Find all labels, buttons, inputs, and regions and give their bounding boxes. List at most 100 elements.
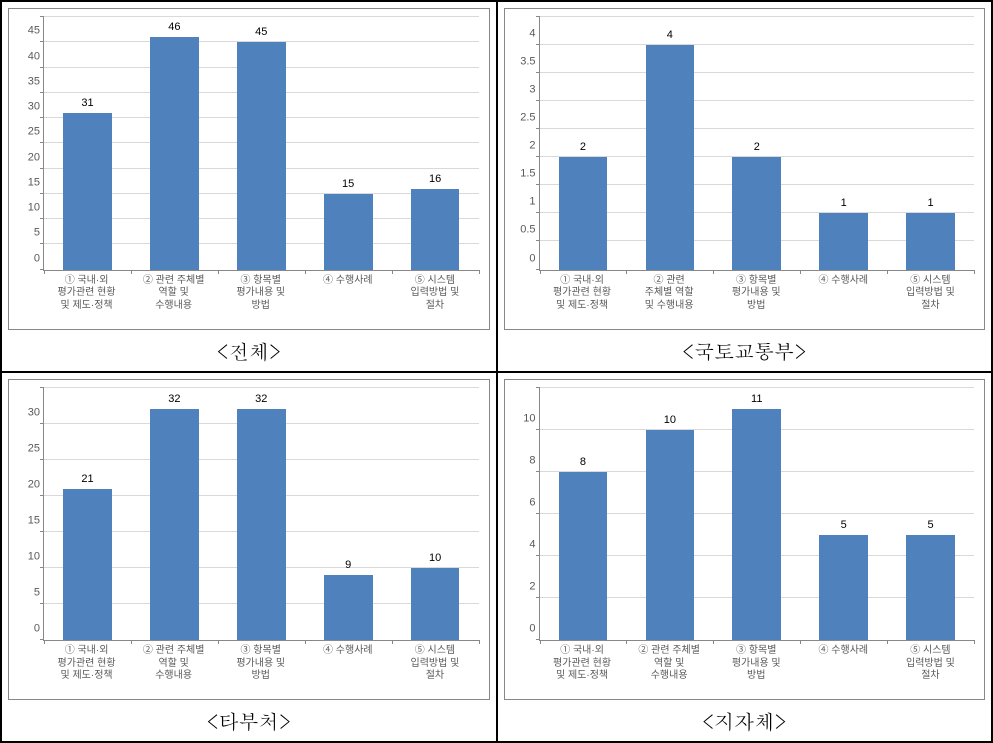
chart-grid: 051015202530354045503146451516① 국내·외 평가관… (0, 0, 993, 743)
bar: 11 (732, 409, 781, 640)
bar: 45 (237, 42, 286, 269)
x-tick-mark (479, 270, 480, 274)
y-tick-label: 20 (12, 152, 40, 163)
y-tick-label: 5 (12, 228, 40, 239)
x-labels: ① 국내·외 평가관련 현황 및 제도·정책② 관련 주체별 역할 및 수행내용… (43, 273, 479, 327)
x-label: ① 국내·외 평가관련 현황 및 제도·정책 (43, 643, 130, 697)
x-tick-mark (974, 640, 975, 644)
bars-container: 24211 (540, 17, 975, 270)
y-tick-label: 1 (508, 197, 536, 208)
y-tick-label: 2 (508, 581, 536, 592)
bar-slot: 21 (44, 388, 131, 641)
x-label: ⑤ 시스템 입력방법 및 절차 (391, 643, 478, 697)
x-label: ① 국내·외 평가관련 현황 및 제도·정책 (43, 273, 130, 327)
bar-value-label: 31 (81, 97, 93, 109)
cell-local: 0246810128101155① 국내·외 평가관련 현황 및 제도·정책② … (497, 372, 993, 743)
bar-slot: 2 (713, 17, 800, 270)
cell-molit: 00.511.522.533.544.524211① 국내·외 평가관련 현황 … (497, 1, 993, 372)
bar-slot: 10 (626, 388, 713, 641)
chart-all: 051015202530354045503146451516① 국내·외 평가관… (8, 8, 490, 330)
y-tick-label: 0 (12, 253, 40, 264)
y-tick-label: 15 (12, 177, 40, 188)
bar: 10 (411, 568, 460, 640)
x-label: ⑤ 시스템 입력방법 및 절차 (391, 273, 478, 327)
bar-slot: 9 (305, 388, 392, 641)
y-tick-label: 0.5 (508, 225, 536, 236)
x-labels: ① 국내·외 평가관련 현황 및 제도·정책② 관련 주체별 역할 및 수행내용… (43, 643, 479, 697)
bars-container: 213232910 (44, 388, 479, 641)
bar-slot: 31 (44, 17, 131, 270)
y-tick-label: 1.5 (508, 169, 536, 180)
bar: 4 (646, 45, 695, 269)
y-tick-label: 30 (12, 407, 40, 418)
y-tick-label: 0 (508, 624, 536, 635)
y-tick-label: 4.5 (508, 8, 536, 12)
y-tick-label: 25 (12, 443, 40, 454)
bar-value-label: 15 (342, 178, 354, 190)
y-tick-label: 10 (12, 203, 40, 214)
y-tick-label: 4 (508, 539, 536, 550)
bar-slot: 1 (800, 17, 887, 270)
bar: 1 (819, 213, 868, 269)
y-tick-label: 8 (508, 455, 536, 466)
x-label: ③ 항목별 평가내용 및 방법 (713, 273, 800, 327)
x-labels: ① 국내·외 평가관련 현황 및 제도·정책② 관련 주체별 역할 및 수행내용… (539, 643, 975, 697)
bar-value-label: 46 (168, 21, 180, 33)
bar: 15 (324, 194, 373, 270)
bar-value-label: 4 (667, 29, 673, 41)
bar-slot: 46 (131, 17, 218, 270)
bar-slot: 16 (392, 17, 479, 270)
cell-other: 05101520253035213232910① 국내·외 평가관련 현황 및 … (1, 372, 497, 743)
y-tick-label: 0 (12, 624, 40, 635)
bar-slot: 8 (540, 388, 627, 641)
x-tick-mark (479, 640, 480, 644)
bar: 32 (150, 409, 199, 640)
y-tick-label: 10 (508, 413, 536, 424)
y-tick-label: 12 (508, 379, 536, 383)
bar-slot: 32 (131, 388, 218, 641)
y-tick-label: 35 (12, 379, 40, 383)
bar-slot: 2 (540, 17, 627, 270)
bar: 2 (732, 157, 781, 269)
x-label: ④ 수행사례 (304, 643, 391, 697)
y-tick-label: 15 (12, 515, 40, 526)
bar-value-label: 10 (664, 414, 676, 426)
x-label: ② 관련 주체별 역할 및 수행내용 (130, 273, 217, 327)
bar-slot: 1 (887, 17, 974, 270)
bar-value-label: 9 (345, 559, 351, 571)
y-tick-label: 50 (12, 8, 40, 12)
caption-molit: <국토교통부> (504, 330, 986, 369)
bar-value-label: 2 (754, 141, 760, 153)
bar: 8 (559, 472, 608, 640)
y-tick-label: 35 (12, 76, 40, 87)
chart-molit: 00.511.522.533.544.524211① 국내·외 평가관련 현황 … (504, 8, 986, 330)
y-tick-label: 6 (508, 497, 536, 508)
y-tick-label: 45 (12, 26, 40, 37)
plot-area: 051015202530354045503146451516 (43, 17, 479, 271)
bar-value-label: 1 (928, 197, 934, 209)
bar-value-label: 32 (168, 393, 180, 405)
x-label: ③ 항목별 평가내용 및 방법 (217, 273, 304, 327)
x-label: ⑤ 시스템 입력방법 및 절차 (887, 273, 974, 327)
y-tick-label: 20 (12, 479, 40, 490)
bar-value-label: 1 (841, 197, 847, 209)
bar-slot: 45 (218, 17, 305, 270)
bar: 46 (150, 37, 199, 269)
bar-value-label: 2 (580, 141, 586, 153)
chart-local: 0246810128101155① 국내·외 평가관련 현황 및 제도·정책② … (504, 379, 986, 701)
bar-slot: 11 (713, 388, 800, 641)
bar: 9 (324, 575, 373, 640)
bar-slot: 5 (800, 388, 887, 641)
bar-value-label: 21 (81, 473, 93, 485)
plot-area: 0246810128101155 (539, 388, 975, 642)
x-label: ⑤ 시스템 입력방법 및 절차 (887, 643, 974, 697)
y-tick-label: 5 (12, 587, 40, 598)
x-label: ④ 수행사례 (800, 643, 887, 697)
bar-value-label: 8 (580, 456, 586, 468)
bar-slot: 10 (392, 388, 479, 641)
y-tick-label: 3 (508, 85, 536, 96)
x-label: ④ 수행사례 (304, 273, 391, 327)
bar: 1 (906, 213, 955, 269)
bar: 21 (63, 489, 112, 641)
bar-value-label: 32 (255, 393, 267, 405)
